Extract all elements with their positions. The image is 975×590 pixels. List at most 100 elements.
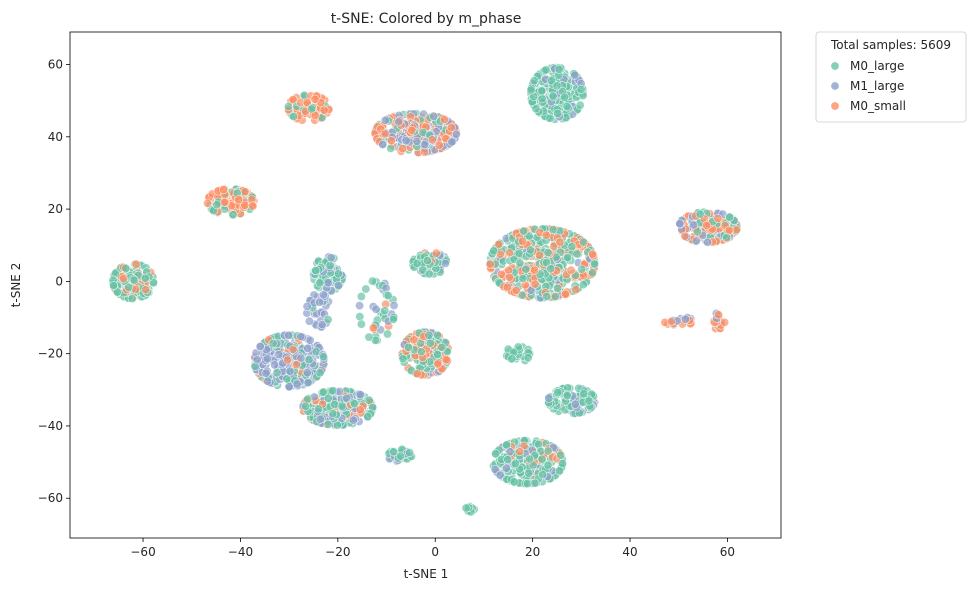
point-M0_large: [510, 459, 520, 469]
point-M0_large: [398, 354, 408, 364]
point-M0_large: [328, 409, 338, 419]
point-M0_large: [386, 143, 396, 153]
point-M0_large: [509, 477, 519, 487]
point-M0_large: [356, 291, 366, 301]
point-M1_large: [302, 368, 312, 378]
point-M0_small: [310, 94, 320, 104]
point-M0_large: [531, 104, 541, 114]
point-M0_small: [666, 317, 676, 327]
point-M0_large: [323, 315, 333, 325]
point-M1_large: [323, 278, 333, 288]
point-M0_large: [695, 209, 705, 219]
point-M0_small: [434, 140, 444, 150]
point-M0_large: [311, 266, 321, 276]
point-M0_large: [323, 393, 333, 403]
point-M1_large: [355, 301, 365, 311]
point-M0_small: [511, 285, 521, 295]
point-M0_large: [525, 245, 535, 255]
point-M0_large: [524, 468, 534, 478]
point-M0_large: [330, 399, 340, 409]
point-M0_large: [579, 389, 589, 399]
legend-label-M1_large: M1_large: [850, 79, 904, 93]
point-M0_large: [489, 246, 499, 256]
point-M0_large: [412, 258, 422, 268]
point-M0_large: [363, 412, 373, 422]
point-M0_large: [543, 446, 553, 456]
y-tick-label: 40: [48, 130, 63, 144]
legend-items: M0_large M1_large M0_small: [830, 59, 906, 113]
point-M1_large: [495, 470, 505, 480]
point-M0_small: [131, 259, 141, 269]
point-M0_small: [412, 369, 422, 379]
point-M0_small: [439, 115, 449, 125]
point-M0_large: [313, 404, 323, 414]
point-M0_large: [543, 248, 553, 258]
point-M0_large: [537, 454, 547, 464]
point-M0_large: [548, 225, 558, 235]
point-M0_small: [380, 129, 390, 139]
point-M1_large: [274, 349, 284, 359]
point-M0_small: [502, 282, 512, 292]
point-M1_large: [304, 316, 314, 326]
point-M0_small: [240, 200, 250, 210]
point-M0_large: [577, 264, 587, 274]
point-M0_large: [552, 81, 562, 91]
point-M0_large: [129, 275, 139, 285]
point-M1_large: [501, 463, 511, 473]
point-M0_large: [432, 330, 442, 340]
point-M0_large: [323, 419, 333, 429]
point-M1_large: [296, 332, 306, 342]
point-M0_small: [291, 360, 301, 370]
point-M0_large: [503, 454, 513, 464]
point-M0_large: [283, 102, 293, 112]
point-M0_small: [535, 250, 545, 260]
point-M0_large: [589, 259, 599, 269]
point-M0_small: [319, 105, 329, 115]
point-M0_large: [121, 263, 131, 273]
point-M0_small: [240, 187, 250, 197]
point-M0_large: [328, 386, 338, 396]
point-M0_large: [529, 76, 539, 86]
point-M0_large: [543, 460, 553, 470]
point-M0_large: [537, 86, 547, 96]
scatter-points: [108, 63, 742, 517]
point-M0_small: [302, 97, 312, 107]
point-M0_large: [318, 352, 328, 362]
point-M0_large: [380, 306, 390, 316]
point-M0_large: [579, 237, 589, 247]
point-M0_small: [530, 265, 540, 275]
point-M0_large: [403, 342, 413, 352]
point-M0_large: [556, 450, 566, 460]
point-M0_small: [561, 289, 571, 299]
point-M0_large: [722, 233, 732, 243]
point-M0_large: [272, 368, 282, 378]
point-M0_small: [713, 213, 723, 223]
point-M0_large: [518, 273, 528, 283]
point-M0_large: [337, 401, 347, 411]
point-M0_large: [521, 264, 531, 274]
point-M0_large: [553, 108, 563, 118]
x-tick-label: 60: [720, 545, 735, 559]
point-M1_large: [348, 415, 358, 425]
point-M0_large: [333, 269, 343, 279]
point-M0_large: [461, 503, 471, 513]
point-M1_large: [691, 236, 701, 246]
point-M0_large: [355, 312, 365, 322]
point-M0_small: [119, 274, 129, 284]
point-M0_small: [485, 259, 495, 269]
point-M0_large: [538, 470, 548, 480]
y-tick-label: 60: [48, 58, 63, 72]
point-M0_large: [424, 269, 434, 279]
point-M1_large: [305, 335, 315, 345]
point-M0_large: [127, 294, 137, 304]
x-axis-ticks: −60 −40 −20 0 20 40 60: [130, 538, 735, 559]
point-M0_large: [554, 64, 564, 74]
legend-label-M0_small: M0_small: [850, 99, 906, 113]
x-tick-label: −20: [325, 545, 350, 559]
point-M0_small: [368, 323, 378, 333]
point-M0_large: [518, 226, 528, 236]
point-M0_large: [560, 92, 570, 102]
point-M0_large: [405, 448, 415, 458]
point-M0_large: [517, 290, 527, 300]
point-M1_large: [296, 353, 306, 363]
